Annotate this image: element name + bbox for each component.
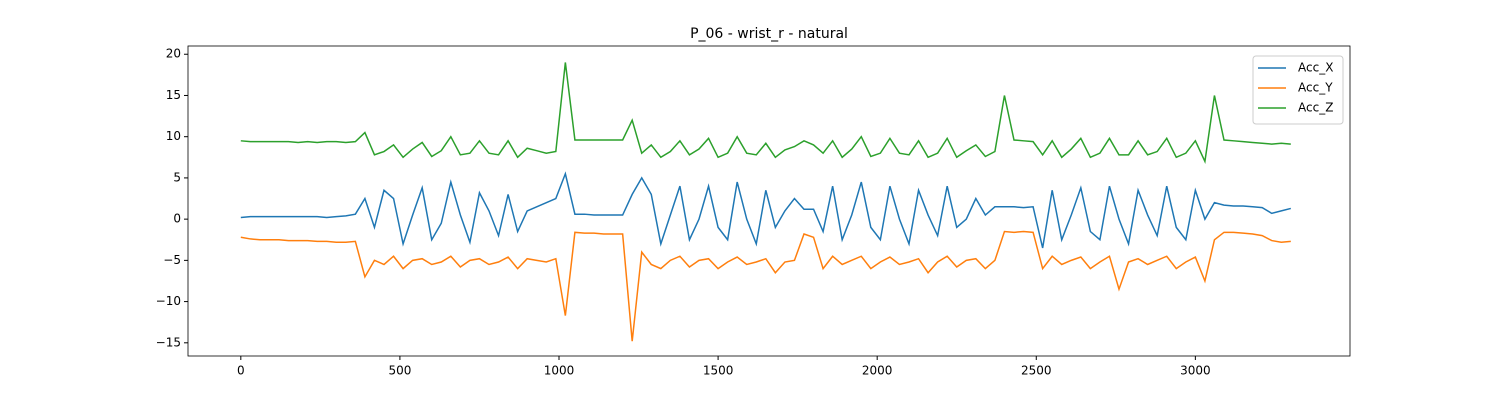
legend-label: Acc_Z <box>1298 101 1333 115</box>
y-tick-label: −10 <box>156 294 181 308</box>
legend-label: Acc_X <box>1298 61 1333 75</box>
y-tick-label: −15 <box>156 335 181 349</box>
line-series <box>240 171 1292 249</box>
legend-label: Acc_Y <box>1298 81 1333 95</box>
y-tick-label: 20 <box>166 47 181 61</box>
x-tick-label: 0 <box>237 364 245 378</box>
x-tick-label: 2500 <box>1021 364 1052 378</box>
x-tick-label: 1000 <box>544 364 575 378</box>
y-tick-label: 5 <box>173 170 181 184</box>
plot-frame <box>187 45 1351 357</box>
line-series <box>240 230 1291 342</box>
line-series <box>240 62 1291 165</box>
y-tick-label: 10 <box>166 129 181 143</box>
chart-title: P_06 - wrist_r - natural <box>690 26 848 42</box>
y-tick-label: 15 <box>166 88 181 102</box>
x-tick-label: 500 <box>388 364 411 378</box>
y-tick-label: 0 <box>173 212 181 226</box>
x-tick-label: 2000 <box>862 364 893 378</box>
y-tick-label: −5 <box>163 253 181 267</box>
legend-box <box>1252 55 1344 125</box>
x-tick-label: 3000 <box>1180 364 1211 378</box>
x-tick-label: 1500 <box>703 364 734 378</box>
